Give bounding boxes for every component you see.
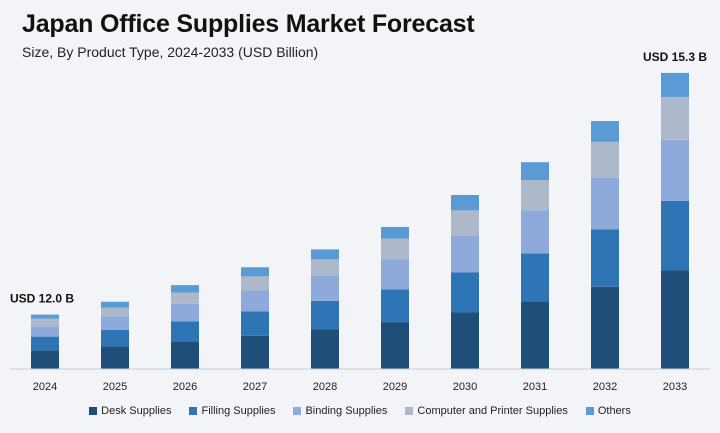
bar-segment-2024-s4: [31, 314, 59, 319]
bar-segment-2025-s2: [101, 316, 129, 330]
stacked-bar-chart: 2024 2025 2026 2027 2028 2029 2030 2031 2032 2033…: [10, 50, 710, 393]
legend-swatch: [189, 407, 198, 415]
bar-segment-2028-s2: [311, 275, 339, 301]
chart-title: Japan Office Supplies Market Forecast: [22, 10, 475, 38]
bar-segment-2026-s0: [171, 341, 199, 369]
x-tick-label: 2032: [593, 381, 617, 393]
legend-swatch: [293, 407, 302, 415]
value-annotations: USD 12.0 B USD 15.3 B: [10, 50, 707, 306]
bar-segment-2030-s3: [451, 210, 479, 236]
legend-item: Others: [585, 405, 631, 417]
legend-label: Binding Supplies: [305, 405, 388, 417]
bar-segment-2030-s4: [451, 194, 479, 211]
legend-item: Filling Supplies: [189, 405, 275, 417]
annotation-label-2033: USD 15.3 B: [643, 50, 707, 64]
bar-segment-2033-s4: [661, 72, 689, 97]
x-tick-label: 2027: [243, 381, 267, 393]
legend-label: Filling Supplies: [201, 405, 276, 417]
bar-segment-2029-s2: [381, 259, 409, 290]
bar-segment-2033-s2: [661, 139, 689, 201]
x-tick-label: 2029: [383, 381, 407, 393]
legend-swatch: [405, 407, 414, 415]
legend-swatch: [89, 407, 98, 415]
bar-segment-2027-s1: [241, 311, 269, 336]
bar-segment-2026-s3: [171, 292, 199, 304]
bar-segment-2026-s1: [171, 321, 199, 342]
bar-segment-2024-s3: [31, 318, 59, 327]
bar-segment-2029-s0: [381, 322, 409, 369]
bar-segment-2031-s2: [521, 210, 549, 254]
bar-segment-2030-s2: [451, 235, 479, 273]
bar-segment-2029-s1: [381, 289, 409, 323]
bar-segment-2032-s1: [591, 229, 619, 287]
bar-segment-2031-s3: [521, 180, 549, 211]
x-tick-label: 2031: [523, 381, 547, 393]
x-tick-label: 2028: [313, 381, 337, 393]
bar-segment-2026-s2: [171, 303, 199, 322]
bar-segment-2028-s4: [311, 249, 339, 260]
bar-segment-2027-s0: [241, 335, 269, 369]
bar-segment-2033-s3: [661, 96, 689, 140]
bar-segment-2024-s0: [31, 350, 59, 369]
bar-segment-2025-s1: [101, 329, 129, 347]
bar-segment-2029-s4: [381, 226, 409, 239]
annotation-label-2024: USD 12.0 B: [10, 292, 74, 306]
bar-segment-2032-s2: [591, 177, 619, 230]
bar-segment-2025-s0: [101, 346, 129, 369]
bar-segment-2028-s1: [311, 300, 339, 330]
bar-segment-2029-s3: [381, 238, 409, 260]
bar-segment-2032-s3: [591, 141, 619, 178]
bar-group: [31, 72, 689, 369]
legend-item: Computer and Printer Supplies: [405, 405, 568, 417]
legend-swatch: [585, 407, 594, 415]
chart-legend: Desk Supplies Filling Supplies Binding Sup…: [0, 405, 720, 417]
x-tick-labels: 2024 2025 2026 2027 2028 2029 2030 2031 2032 2033: [33, 381, 687, 393]
x-tick-label: 2030: [453, 381, 477, 393]
bar-segment-2031-s4: [521, 162, 549, 181]
bar-segment-2032-s0: [591, 286, 619, 369]
bar-segment-2025-s4: [101, 301, 129, 308]
legend-item: Binding Supplies: [293, 405, 387, 417]
bar-segment-2028-s3: [311, 259, 339, 276]
legend-label: Desk Supplies: [101, 405, 172, 417]
bar-segment-2032-s4: [591, 121, 619, 142]
x-tick-label: 2025: [103, 381, 127, 393]
bar-segment-2024-s1: [31, 336, 59, 351]
bar-segment-2030-s0: [451, 312, 479, 369]
bar-segment-2026-s4: [171, 285, 199, 293]
bar-segment-2031-s0: [521, 301, 549, 369]
bar-segment-2031-s1: [521, 253, 549, 302]
bar-segment-2027-s3: [241, 276, 269, 291]
bar-segment-2024-s2: [31, 326, 59, 337]
bar-segment-2025-s3: [101, 307, 129, 317]
legend-label: Computer and Printer Supplies: [417, 405, 568, 417]
bar-segment-2027-s2: [241, 290, 269, 312]
x-tick-label: 2024: [33, 381, 57, 393]
legend-item: Desk Supplies: [89, 405, 171, 417]
bar-segment-2030-s1: [451, 272, 479, 313]
x-tick-label: 2026: [173, 381, 197, 393]
bar-segment-2033-s1: [661, 200, 689, 271]
bar-segment-2027-s4: [241, 267, 269, 277]
legend-label: Others: [597, 405, 631, 417]
chart-subtitle: Size, By Product Type, 2024-2033 (USD Bi…: [22, 44, 319, 60]
bar-segment-2028-s0: [311, 329, 339, 369]
bar-segment-2033-s0: [661, 270, 689, 369]
x-tick-label: 2033: [663, 381, 687, 393]
